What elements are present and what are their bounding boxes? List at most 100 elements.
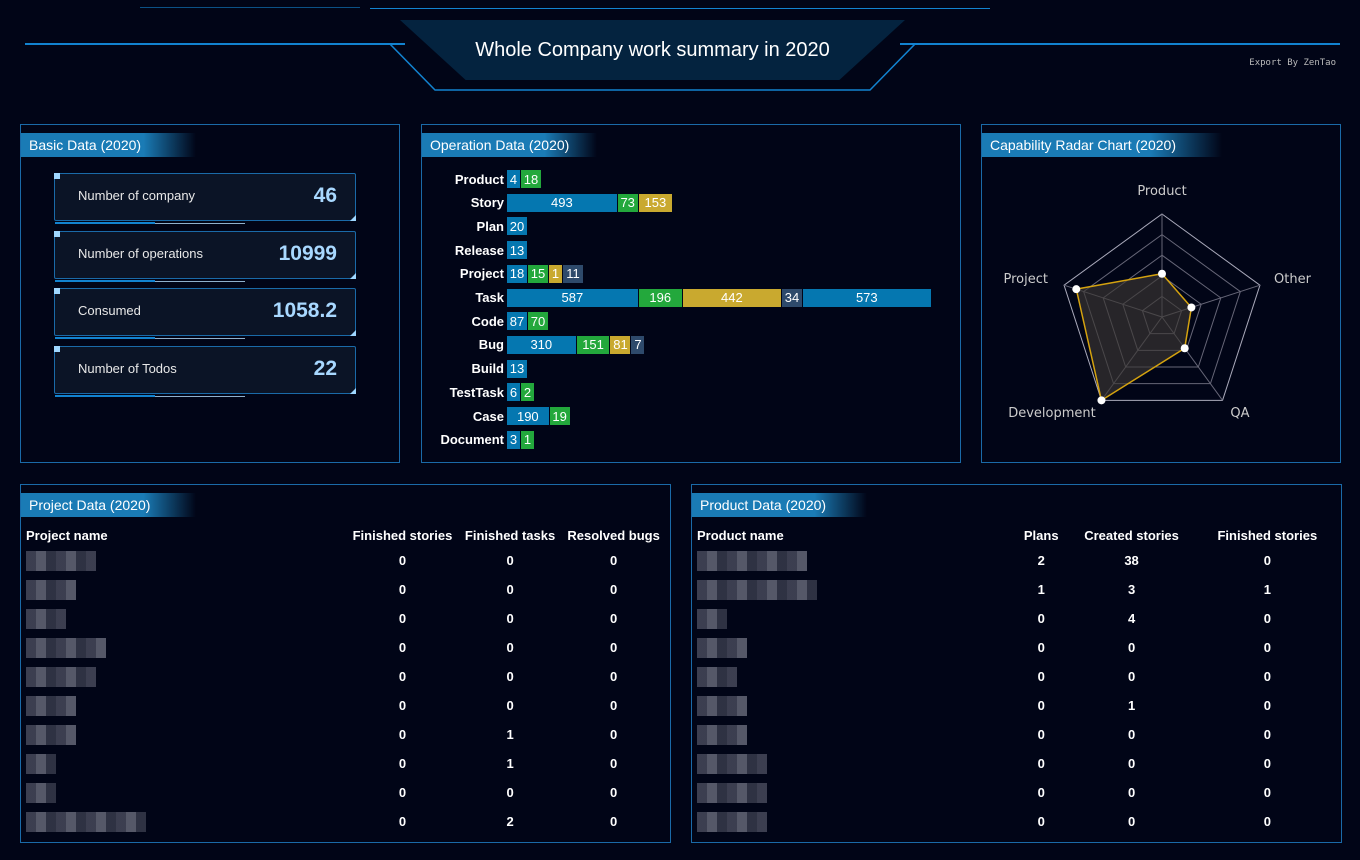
value-cell: 0 bbox=[1127, 785, 1136, 800]
bar-segment[interactable]: 20 bbox=[507, 217, 528, 236]
bar-segment[interactable]: 1 bbox=[549, 264, 563, 283]
table-row[interactable]: 0 1 0 bbox=[697, 691, 1337, 720]
table-row[interactable]: 0 0 0 bbox=[26, 633, 666, 662]
bar-segment[interactable]: 1 bbox=[521, 430, 535, 449]
name-cell[interactable] bbox=[26, 749, 346, 778]
redacted-name bbox=[697, 637, 747, 658]
table-row[interactable]: 0 0 0 bbox=[26, 778, 666, 807]
name-cell[interactable] bbox=[697, 633, 1017, 662]
name-cell[interactable] bbox=[697, 575, 1017, 604]
bar-segment[interactable]: 73 bbox=[617, 193, 639, 212]
bar-segment[interactable]: 19 bbox=[549, 407, 571, 425]
column-header[interactable]: Finished tasks bbox=[464, 527, 556, 543]
bar-segment[interactable]: 153 bbox=[638, 193, 674, 212]
stat-value: 10999 bbox=[278, 241, 337, 265]
name-cell[interactable] bbox=[26, 662, 346, 691]
value-cell: 0 bbox=[1037, 756, 1045, 771]
name-cell[interactable] bbox=[26, 778, 346, 807]
column-header[interactable]: Product name bbox=[697, 527, 784, 543]
bar-segment[interactable]: 573 bbox=[803, 288, 932, 307]
table-row[interactable]: 0 0 0 bbox=[697, 720, 1337, 749]
table-row[interactable]: 0 0 0 bbox=[26, 546, 666, 575]
bar-segment[interactable]: 6 bbox=[507, 383, 521, 402]
page-title-box: Whole Company work summary in 2020 bbox=[400, 20, 905, 80]
bar-segment[interactable]: 190 bbox=[507, 407, 550, 425]
name-cell[interactable] bbox=[697, 546, 1017, 575]
bar-segment[interactable]: 18 bbox=[521, 170, 542, 188]
table-row[interactable]: 0 0 0 bbox=[26, 662, 666, 691]
radar-point[interactable] bbox=[1187, 303, 1196, 312]
radar-point[interactable] bbox=[1097, 396, 1106, 405]
bar-segment[interactable]: 3 bbox=[507, 430, 521, 449]
table-row[interactable]: 0 0 0 bbox=[697, 662, 1337, 691]
radar-point[interactable] bbox=[1072, 285, 1081, 294]
bar-segment[interactable]: 34 bbox=[782, 288, 803, 307]
table-row[interactable]: 0 0 0 bbox=[697, 633, 1337, 662]
name-cell[interactable] bbox=[697, 778, 1017, 807]
table-row[interactable]: 0 0 0 bbox=[26, 604, 666, 633]
name-cell[interactable] bbox=[697, 749, 1017, 778]
value-cell: 1 bbox=[506, 756, 514, 771]
column-header[interactable]: Finished stories bbox=[1217, 527, 1318, 543]
column-header[interactable]: Plans bbox=[1023, 527, 1059, 543]
table-row[interactable]: 2 38 0 bbox=[697, 546, 1337, 575]
bar-segment[interactable]: 196 bbox=[638, 288, 683, 307]
table-row[interactable]: 0 1 0 bbox=[26, 720, 666, 749]
bar-segment[interactable]: 15 bbox=[528, 264, 549, 283]
card-decoration bbox=[155, 280, 245, 282]
radar-point[interactable] bbox=[1158, 269, 1166, 278]
bar-segment[interactable]: 442 bbox=[682, 288, 782, 307]
value-cell: 0 bbox=[610, 727, 618, 742]
bar-segment[interactable]: 70 bbox=[528, 312, 549, 331]
column-header[interactable]: Finished stories bbox=[352, 527, 453, 543]
bar-segment[interactable]: 310 bbox=[507, 335, 577, 354]
name-cell[interactable] bbox=[26, 807, 346, 836]
bar-segment[interactable]: 13 bbox=[507, 241, 528, 260]
bar-segment[interactable]: 87 bbox=[507, 312, 528, 331]
value-cell: 0 bbox=[1263, 611, 1271, 626]
name-cell[interactable] bbox=[697, 662, 1017, 691]
name-cell[interactable] bbox=[26, 633, 346, 662]
bar-segment[interactable]: 18 bbox=[507, 264, 528, 283]
stat-card: Number of operations 10999 bbox=[54, 230, 356, 282]
table-row[interactable]: 0 0 0 bbox=[26, 691, 666, 720]
bar-segment[interactable]: 493 bbox=[507, 193, 618, 212]
bar-segment[interactable]: 587 bbox=[507, 288, 639, 307]
value-cell: 0 bbox=[506, 669, 514, 684]
column-header[interactable]: Resolved bugs bbox=[567, 527, 660, 543]
name-cell[interactable] bbox=[697, 720, 1017, 749]
table-header-row: Project name Finished stories Finished tas… bbox=[26, 524, 666, 546]
bar-segment[interactable]: 2 bbox=[521, 383, 535, 402]
table-row[interactable]: 0 4 0 bbox=[697, 604, 1337, 633]
radar-point[interactable] bbox=[1180, 344, 1189, 353]
table-row[interactable]: 0 0 0 bbox=[697, 807, 1337, 836]
name-cell[interactable] bbox=[697, 604, 1017, 633]
name-cell[interactable] bbox=[26, 575, 346, 604]
stat-label: Number of company bbox=[78, 188, 196, 203]
table-row[interactable]: 0 0 0 bbox=[697, 749, 1337, 778]
bar-segment[interactable]: 13 bbox=[507, 359, 528, 378]
name-cell[interactable] bbox=[697, 807, 1017, 836]
name-cell[interactable] bbox=[697, 691, 1017, 720]
name-cell[interactable] bbox=[26, 691, 346, 720]
column-header[interactable]: Project name bbox=[26, 527, 108, 543]
table-row[interactable]: 0 1 0 bbox=[26, 749, 666, 778]
bar-segment[interactable]: 7 bbox=[631, 335, 646, 354]
bar-segment[interactable]: 11 bbox=[563, 264, 584, 283]
bar-segment[interactable]: 81 bbox=[610, 335, 632, 354]
redacted-name bbox=[26, 637, 106, 658]
bar-category-label: Code bbox=[471, 313, 505, 329]
redacted-name bbox=[697, 579, 817, 600]
bar-row: Case 190 19 bbox=[422, 407, 571, 425]
table-row[interactable]: 1 3 1 bbox=[697, 575, 1337, 604]
name-cell[interactable] bbox=[26, 604, 346, 633]
bar-segment[interactable]: 151 bbox=[576, 335, 611, 354]
column-header[interactable]: Created stories bbox=[1084, 527, 1179, 543]
bar-category-label: Bug bbox=[478, 337, 504, 353]
name-cell[interactable] bbox=[26, 720, 346, 749]
table-row[interactable]: 0 2 0 bbox=[26, 807, 666, 836]
bar-segment[interactable]: 4 bbox=[507, 170, 521, 188]
table-row[interactable]: 0 0 0 bbox=[26, 575, 666, 604]
table-row[interactable]: 0 0 0 bbox=[697, 778, 1337, 807]
name-cell[interactable] bbox=[26, 546, 346, 575]
